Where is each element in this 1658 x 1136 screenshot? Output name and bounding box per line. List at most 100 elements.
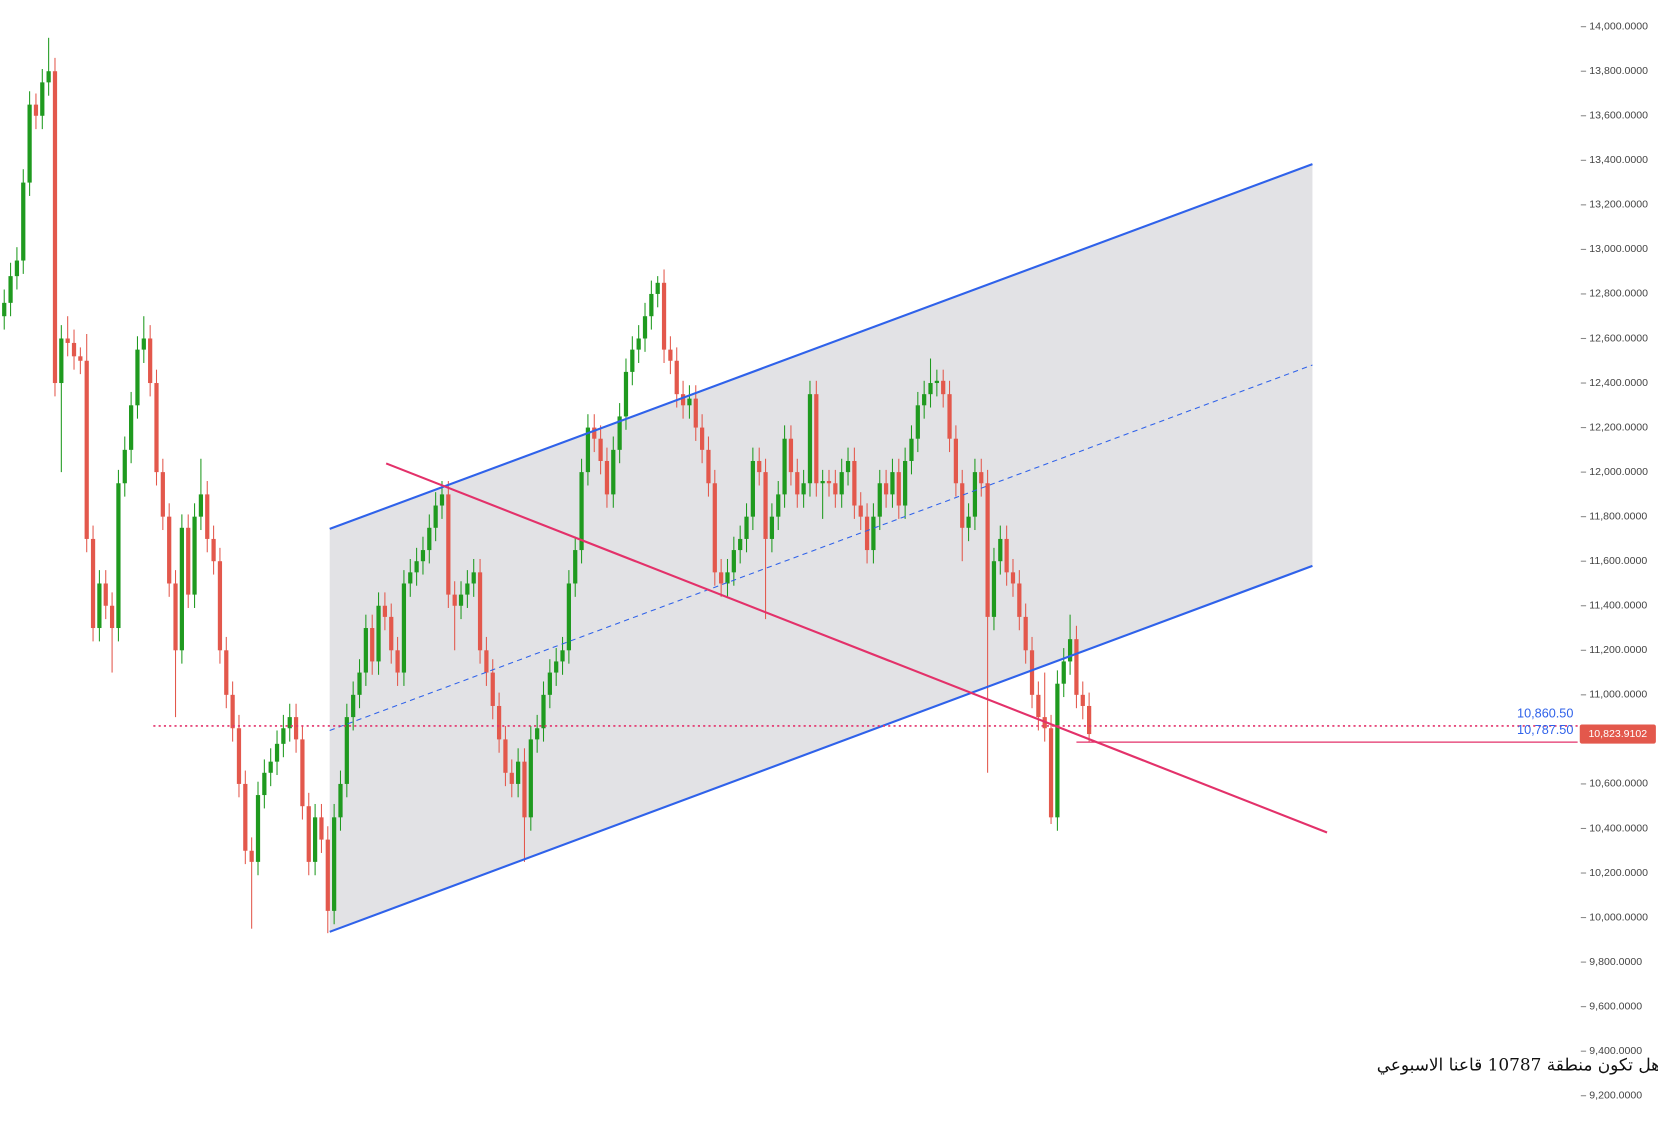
candle-body xyxy=(268,761,273,773)
candle-body xyxy=(972,472,978,517)
y-tick-label: 13,400.0000 xyxy=(1589,154,1648,166)
candle-body xyxy=(122,449,127,484)
y-tick-label: 9,200.0000 xyxy=(1589,1090,1642,1102)
candle-body xyxy=(33,104,39,116)
candle-body xyxy=(90,538,96,629)
price-level-label: 10,787.50 xyxy=(1517,723,1573,737)
candle-body xyxy=(97,583,102,629)
candle-body xyxy=(782,438,787,495)
y-tick-label: 11,600.0000 xyxy=(1589,555,1647,567)
last-price-label: 10,823.9102 xyxy=(1588,728,1647,740)
candle-body xyxy=(953,438,959,484)
y-tick-label: 14,000.0000 xyxy=(1589,20,1648,32)
y-tick-label: 13,200.0000 xyxy=(1589,199,1648,211)
candle-body xyxy=(915,405,920,439)
candle-body xyxy=(725,572,730,584)
candle-body xyxy=(325,839,330,911)
y-tick-label: 13,600.0000 xyxy=(1589,110,1648,122)
candle-body xyxy=(585,427,591,473)
candle-body xyxy=(338,783,343,818)
candle-body xyxy=(757,460,762,473)
candles-layer xyxy=(2,37,1092,934)
candle-body xyxy=(598,438,603,461)
price-level-label: 10,860.50 xyxy=(1517,707,1573,721)
candle-body xyxy=(217,561,223,651)
candle-body xyxy=(205,494,210,539)
candle-body xyxy=(179,527,184,651)
candle-body xyxy=(636,338,641,350)
candle-body xyxy=(826,481,832,484)
candle-body xyxy=(712,483,717,573)
candle-body xyxy=(687,398,692,406)
y-tick-label: 10,000.0000 xyxy=(1589,911,1648,923)
candle-body xyxy=(560,650,565,662)
last-price-tag xyxy=(1579,724,1656,744)
candle-body xyxy=(293,717,299,740)
candle-body xyxy=(27,104,32,183)
candle-body xyxy=(922,394,927,406)
y-tick-label: 10,600.0000 xyxy=(1589,778,1648,790)
candle-body xyxy=(509,772,514,784)
candle-body xyxy=(928,383,933,395)
candle-body xyxy=(680,394,686,406)
candle-body xyxy=(344,717,349,784)
candle-body xyxy=(465,583,470,595)
candle-body xyxy=(883,483,889,495)
candle-body xyxy=(14,260,20,277)
candle-body xyxy=(167,516,172,584)
trend-line xyxy=(385,462,1328,834)
candle-body xyxy=(776,494,781,517)
candle-body xyxy=(661,282,667,350)
candle-body xyxy=(21,182,26,261)
candle-body xyxy=(363,628,368,673)
candle-body xyxy=(788,438,794,473)
candle-body xyxy=(738,538,743,551)
candle-body xyxy=(59,338,64,384)
candle-body xyxy=(211,538,216,562)
candle-body xyxy=(116,483,121,629)
candle-body xyxy=(750,460,755,517)
candle-body xyxy=(160,472,165,517)
candle-body xyxy=(947,394,952,439)
candle-body xyxy=(516,761,521,784)
axis-layer: 14,000.0000 13,800.0000 13,600.0000 13,400.… xyxy=(1579,20,1656,1102)
candle-body xyxy=(433,505,438,528)
candle-body xyxy=(611,449,616,495)
candle-body xyxy=(699,427,705,450)
candle-body xyxy=(795,472,800,495)
candle-body xyxy=(129,405,134,450)
candle-body xyxy=(103,583,108,606)
candle-body xyxy=(192,516,197,595)
candle-body xyxy=(1067,639,1073,662)
candle-body xyxy=(109,605,115,629)
candle-body xyxy=(985,483,990,617)
candle-body xyxy=(224,650,229,695)
candle-body xyxy=(40,82,45,116)
candle-body xyxy=(1023,616,1028,651)
candle-body xyxy=(592,427,597,439)
candle-body xyxy=(503,739,508,773)
candle-body xyxy=(249,850,254,862)
candle-body xyxy=(1061,661,1066,684)
candle-body xyxy=(382,605,388,617)
candle-body xyxy=(2,302,7,317)
candle-body xyxy=(439,494,445,506)
candle-body xyxy=(376,605,381,662)
candle-body xyxy=(198,494,204,517)
candle-body xyxy=(903,460,908,506)
y-tick-label: 12,600.0000 xyxy=(1589,332,1648,344)
y-tick-label: 13,000.0000 xyxy=(1589,243,1648,255)
candle-body xyxy=(674,360,679,395)
candle-body xyxy=(300,739,305,807)
candle-body xyxy=(642,316,648,339)
y-tick-label: 11,800.0000 xyxy=(1589,510,1647,522)
candle-body xyxy=(71,342,77,357)
candle-body xyxy=(490,672,495,706)
candle-body xyxy=(864,516,870,551)
candle-body xyxy=(1010,572,1016,584)
candle-body xyxy=(148,338,153,384)
candle-body xyxy=(52,71,58,384)
y-tick-label: 10,200.0000 xyxy=(1589,867,1648,879)
channel-median xyxy=(329,364,1313,731)
